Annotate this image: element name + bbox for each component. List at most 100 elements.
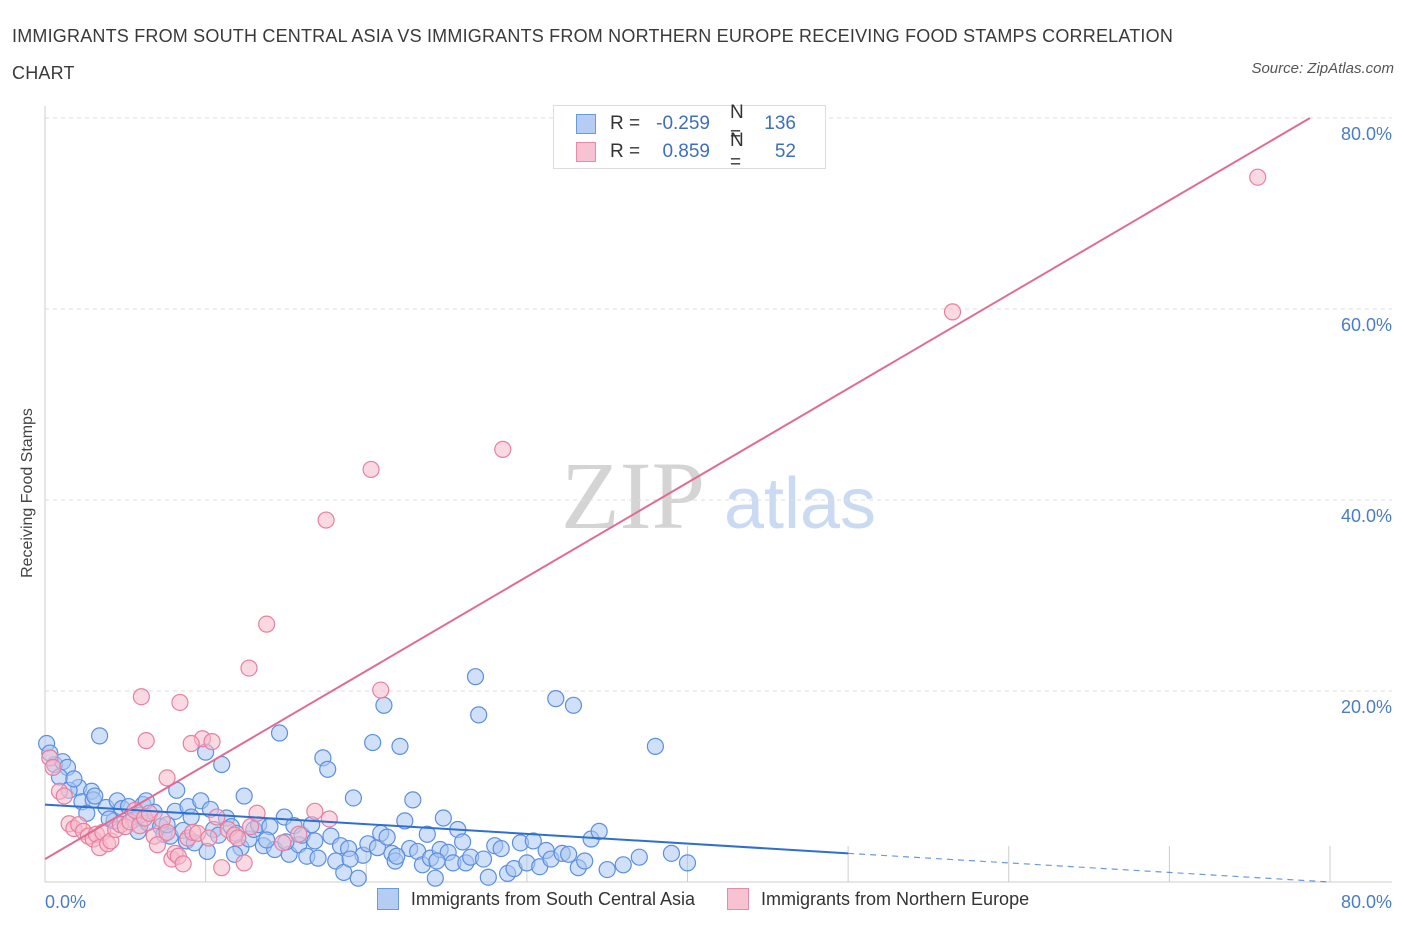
data-point-northern-europe [320,810,338,828]
data-point-northern-europe [200,829,218,847]
trend-extension-south-central-asia [848,852,1331,883]
data-point-northern-europe [943,303,962,321]
data-point-northern-europe [174,855,192,873]
data-point-south-central-asia [524,832,542,850]
data-point-northern-europe [274,834,292,852]
data-point-south-central-asia [678,854,697,872]
data-point-south-central-asia [388,847,406,865]
data-point-south-central-asia [662,844,681,862]
axes [44,106,1392,883]
data-point-northern-europe [158,769,176,787]
data-point-south-central-asia [404,791,422,809]
legend-row-south-central-asia: R = -0.259 N = 136 [576,102,796,145]
data-point-south-central-asia [474,850,493,868]
data-point-northern-europe [229,829,247,847]
data-point-northern-europe [44,758,62,777]
data-point-northern-europe [317,511,335,529]
chart-title: IMMIGRANTS FROM SOUTH CENTRAL ASIA VS IM… [12,26,1174,83]
data-point-south-central-asia [391,737,409,755]
x-tick-label: 0.0% [45,892,86,912]
data-point-northern-europe [148,836,167,854]
grid [45,117,1392,692]
legend-swatch-blue [376,888,399,910]
data-point-south-central-asia [378,828,396,846]
data-point-south-central-asia [258,831,276,849]
data-point-south-central-asia [319,760,337,778]
data-point-south-central-asia [470,706,488,724]
data-point-south-central-asia [375,696,393,714]
r-value: -0.259 [656,113,710,134]
data-point-northern-europe [306,802,324,820]
data-point-south-central-asia [614,856,632,874]
legend-row-northern-europe: R = 0.859 N = 52 [576,130,796,173]
data-point-south-central-asia [479,868,497,886]
data-point-south-central-asia [426,869,444,887]
trend-line-south-central-asia [44,803,849,855]
data-point-south-central-asia [547,690,565,708]
data-point-south-central-asia [65,770,83,788]
data-point-south-central-asia [341,850,359,868]
legend-swatch-pink [576,142,596,162]
y-tick-label: 60.0% [1341,315,1392,335]
data-point-south-central-asia [306,832,324,850]
watermark-atlas: atlas [724,464,876,544]
data-point-northern-europe [171,693,189,712]
data-point-south-central-asia [182,808,200,826]
data-point-south-central-asia [576,852,594,870]
n-label: N = [730,102,744,145]
data-point-south-central-asia [454,833,472,851]
watermark: ZIP atlas [561,442,876,549]
legend-item-northern-europe: Immigrants from Northern Europe [727,888,1029,910]
data-point-northern-europe [240,659,258,677]
data-point-south-central-asia [91,727,109,745]
data-point-south-central-asia [598,860,616,879]
series-south-central-asia [38,668,697,887]
n-label: N = [730,130,744,173]
data-point-south-central-asia [309,849,327,867]
tick-labels: 20.0% 40.0% 60.0% 80.0% 0.0% 80.0% [45,124,1392,912]
data-point-northern-europe [1249,168,1267,186]
data-point-northern-europe [258,615,276,633]
y-tick-label: 80.0% [1341,124,1392,144]
data-point-south-central-asia [630,848,648,866]
data-point-south-central-asia [564,696,583,714]
n-value: 52 [774,141,796,162]
data-point-south-central-asia [434,809,452,827]
r-label: R = [610,113,641,134]
legend-swatch-blue [576,114,596,134]
n-value: 136 [764,113,796,134]
data-point-northern-europe [137,732,155,750]
correlation-legend: R = -0.259 N = 136 R = 0.859 N = 52 [553,102,826,173]
data-point-south-central-asia [428,852,446,870]
legend-item-south-central-asia: Immigrants from South Central Asia [376,888,695,910]
data-point-northern-europe [208,808,226,826]
data-point-northern-europe [132,688,150,706]
data-point-south-central-asia [466,668,485,686]
data-point-south-central-asia [364,733,382,752]
data-point-northern-europe [372,681,390,699]
legend-label: Immigrants from Northern Europe [761,888,1030,909]
data-point-south-central-asia [590,822,608,840]
r-label: R = [610,141,641,162]
series-northern-europe [41,168,1267,877]
data-point-south-central-asia [646,737,664,755]
data-point-south-central-asia [270,724,289,742]
data-point-south-central-asia [349,869,367,887]
data-point-northern-europe [290,825,308,843]
r-value: 0.859 [662,141,710,162]
y-tick-label: 20.0% [1341,697,1392,717]
x-tick-label: 80.0% [1341,892,1392,912]
data-point-northern-europe [55,787,73,805]
data-point-south-central-asia [492,839,510,858]
data-point-northern-europe [158,823,176,841]
data-point-northern-europe [494,440,512,458]
data-point-south-central-asia [344,789,362,807]
data-point-northern-europe [235,854,253,872]
data-point-northern-europe [213,859,231,877]
data-point-south-central-asia [86,787,104,805]
data-point-south-central-asia [396,812,414,830]
legend-swatch-pink [727,888,749,910]
data-point-northern-europe [182,734,200,753]
data-point-northern-europe [203,733,221,751]
